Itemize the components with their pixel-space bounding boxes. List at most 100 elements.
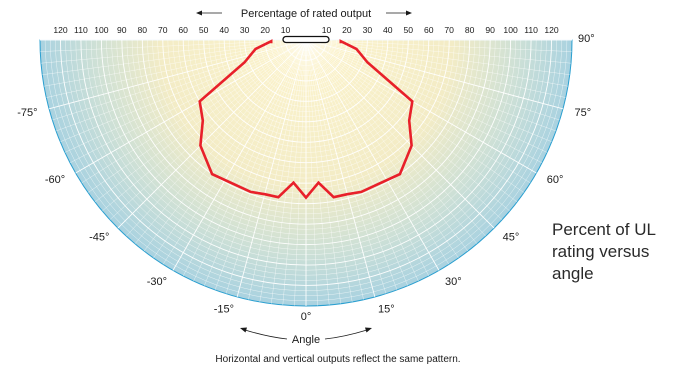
grid-spoke: [305, 39, 525, 193]
grid-spoke: [48, 39, 307, 110]
grid-spoke: [248, 39, 307, 300]
grid-spoke: [162, 39, 307, 265]
grid-spoke: [305, 39, 440, 271]
grid-spoke: [305, 39, 495, 229]
grid-spoke: [214, 39, 307, 291]
angle-label: 15°: [378, 304, 395, 316]
grid-spoke: [305, 39, 430, 277]
radial-tick-label: 50: [404, 25, 414, 35]
radial-tick-label: 110: [524, 25, 538, 35]
grid-spoke: [153, 39, 307, 259]
grid-spoke: [40, 39, 307, 52]
grid-spoke: [75, 39, 307, 174]
radial-tick-label: 90: [117, 25, 127, 35]
series-line: [198, 39, 414, 200]
grid-spoke: [305, 39, 572, 64]
grid-spoke: [305, 39, 548, 153]
grid-spoke: [305, 39, 510, 212]
radial-tick-label: 10: [281, 25, 291, 35]
radial-axis-label: Percentage of rated output: [241, 8, 371, 20]
grid-spoke: [305, 39, 557, 132]
grid-spoke: [44, 39, 307, 87]
angle-label: 90°: [578, 33, 595, 45]
grid-spoke: [305, 39, 486, 237]
radial-tick-label: 30: [240, 25, 250, 35]
radial-tick-label: 100: [503, 25, 518, 35]
grid-spoke: [305, 39, 560, 121]
radial-tick-label: 20: [260, 25, 270, 35]
grid-spoke: [305, 39, 459, 259]
grid-spoke: [305, 39, 503, 220]
grid-spoke: [126, 39, 307, 237]
grid-spoke: [52, 39, 307, 121]
grid-spoke: [305, 39, 518, 203]
angle-label: 75°: [575, 107, 592, 119]
angle-label: -30°: [147, 276, 167, 288]
angle-label: -15°: [214, 304, 234, 316]
grid-spoke: [305, 39, 478, 244]
radial-tick-label: 100: [94, 25, 109, 35]
grid-spoke: [305, 39, 398, 291]
center-bar: [282, 35, 330, 44]
grid-spoke: [305, 39, 568, 87]
grid-spoke: [305, 39, 552, 143]
angle-label: 0°: [301, 311, 312, 323]
grid-spoke: [294, 39, 307, 306]
grid-spoke: [102, 39, 307, 212]
angle-label: 45°: [503, 232, 520, 244]
grid-spoke: [305, 39, 564, 110]
grid-spoke: [305, 39, 450, 265]
grid-spoke: [46, 39, 307, 98]
grid-spoke: [55, 39, 307, 132]
arrow-right-icon: [406, 10, 412, 16]
grid-spoke: [305, 39, 409, 286]
grid-spoke: [305, 39, 543, 164]
grid-spoke: [305, 39, 353, 302]
grid-spoke: [64, 39, 307, 153]
grid-spoke: [305, 39, 531, 184]
angular-axis-label: Angle: [292, 334, 320, 346]
angle-arrow-right-icon: [365, 327, 372, 333]
grid-spoke: [305, 39, 318, 306]
radial-tick-label: 120: [544, 25, 559, 35]
angle-label: 30°: [445, 276, 462, 288]
radial-tick-label: 20: [342, 25, 352, 35]
grid-spoke: [94, 39, 307, 203]
radial-tick-label: 80: [138, 25, 148, 35]
radial-tick-label: 80: [465, 25, 475, 35]
angle-arrow-left-icon: [240, 327, 247, 333]
grid-spoke: [182, 39, 307, 277]
grid-spoke: [172, 39, 307, 271]
grid-spoke: [305, 39, 387, 294]
grid-spoke: [60, 39, 307, 143]
angle-label: -75°: [17, 107, 37, 119]
radial-tick-label: 60: [424, 25, 434, 35]
chart-title: Percent of UL rating versus angle: [552, 220, 656, 283]
grid-spoke: [305, 39, 469, 252]
grid-spoke: [305, 39, 376, 298]
radial-tick-label: 120: [53, 25, 68, 35]
grid-spoke: [225, 39, 307, 294]
grid-spoke: [305, 39, 419, 282]
radial-tick-label: 30: [363, 25, 373, 35]
radial-tick-label: 90: [485, 25, 495, 35]
angle-label: -60°: [45, 174, 65, 186]
grid-spoke: [117, 39, 307, 229]
grid-spoke: [305, 39, 341, 304]
grid-spoke: [203, 39, 307, 286]
arrow-left-icon: [196, 10, 202, 16]
grid-spoke: [40, 39, 307, 64]
radial-tick-label: 60: [178, 25, 188, 35]
grid-spoke: [87, 39, 307, 193]
grid-spoke: [81, 39, 307, 184]
radial-tick-label: 40: [383, 25, 393, 35]
grid-spoke: [305, 39, 572, 52]
grid-spoke: [193, 39, 307, 282]
grid-spoke: [305, 39, 330, 306]
grid-spoke: [69, 39, 307, 164]
angle-arrow-left-line: [244, 329, 288, 340]
angle-label: -45°: [89, 232, 109, 244]
grid-spoke: [143, 39, 307, 252]
radial-tick-label: 70: [158, 25, 168, 35]
